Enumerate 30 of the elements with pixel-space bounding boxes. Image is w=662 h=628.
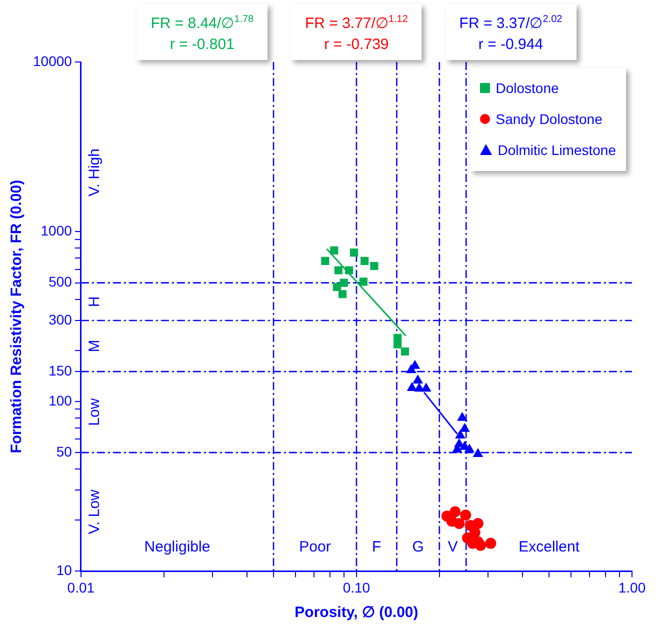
y-tick-label: 10 (56, 562, 72, 578)
y-tick-label: 50 (56, 443, 72, 460)
x-tick-label: 0.10 (342, 579, 370, 596)
y-tick-label: 300 (48, 311, 72, 328)
annotation: Low (86, 398, 104, 426)
y-tick-label: 1000 (40, 222, 72, 239)
y-tick-label: 100 (48, 392, 72, 408)
x-tick-label: 1.00 (618, 579, 646, 596)
legend-label: Dolostone (496, 80, 559, 96)
y-tick-label: 500 (48, 274, 72, 290)
annotation: G (412, 538, 424, 556)
legend-label: Sandy Dolostone (496, 110, 602, 126)
y-axis-title: Formation Resistivity Factor, FR (0.00) (8, 180, 26, 454)
x-axis-title: Porosity, ∅ (0.00) (294, 604, 418, 622)
text: FR = 3.77/∅$^{1.12}$ r = -0.739 (290, 4, 422, 60)
annotation: M (86, 340, 104, 352)
y-tick-label: 150 (48, 362, 72, 378)
annotation: Negligible (144, 538, 210, 556)
annotation: F (372, 538, 382, 556)
text: FR = 3.37/∅$^{2.02}$ r = -0.944 (445, 4, 576, 60)
annotation: V. Low (86, 489, 104, 534)
annotation: V (448, 538, 458, 556)
x-tick-label: 0.01 (67, 579, 95, 596)
legend-label: Dolmitic Limestone (498, 142, 616, 158)
annotation: Excellent (518, 538, 580, 556)
y-tick-label: 10000 (32, 52, 72, 69)
text: FR = 8.44/∅$^{1.78}$ r = -0.801 (136, 4, 268, 60)
annotation: V. High (86, 148, 104, 196)
annotation: H (86, 296, 104, 308)
annotation: Poor (299, 538, 331, 556)
